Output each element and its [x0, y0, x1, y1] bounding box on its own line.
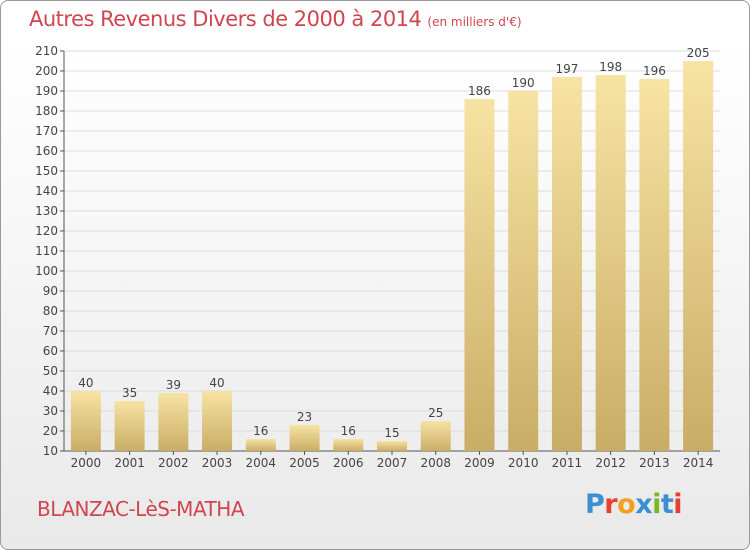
bar-value-label: 197: [555, 62, 578, 76]
bar-value-label: 15: [384, 426, 399, 440]
bar: [551, 77, 582, 451]
x-tick-label: 2007: [377, 456, 408, 470]
bar-value-label: 198: [599, 60, 622, 74]
y-tick-label: 60: [43, 344, 58, 358]
logo-letter: i: [673, 489, 683, 520]
x-tick-label: 2008: [420, 456, 451, 470]
bar-value-label: 35: [122, 386, 137, 400]
bar-value-label: 23: [297, 410, 312, 424]
y-tick-label: 130: [35, 204, 58, 218]
logo-letter: o: [617, 489, 636, 520]
x-tick-label: 2005: [289, 456, 320, 470]
bar-value-label: 186: [468, 84, 491, 98]
x-tick-label: 2006: [333, 456, 364, 470]
x-tick-label: 2009: [464, 456, 495, 470]
y-tick-label: 40: [43, 384, 58, 398]
logo-letter: x: [635, 489, 653, 520]
x-tick-label: 2003: [202, 456, 233, 470]
y-tick-label: 140: [35, 184, 58, 198]
bar-value-label: 196: [643, 64, 666, 78]
y-tick-label: 70: [43, 324, 58, 338]
bar-value-label: 39: [166, 378, 181, 392]
chart-title-text: Autres Revenus Divers de 2000 à 2014: [29, 7, 422, 31]
bar: [420, 421, 451, 451]
x-tick-label: 2000: [71, 456, 102, 470]
bar: [639, 79, 670, 451]
y-tick-label: 190: [35, 84, 58, 98]
bar: [333, 439, 364, 451]
bar: [289, 425, 320, 451]
x-tick-label: 2011: [552, 456, 583, 470]
y-tick-label: 30: [43, 404, 58, 418]
logo-letter: t: [660, 489, 674, 520]
y-tick-label: 200: [35, 64, 58, 78]
bar: [158, 393, 189, 451]
bar: [114, 401, 145, 451]
y-tick-label: 50: [43, 364, 58, 378]
y-tick-label: 150: [35, 164, 58, 178]
bar: [70, 391, 101, 451]
logo-letter: i: [652, 489, 661, 520]
y-tick-label: 110: [35, 244, 58, 258]
x-tick-label: 2001: [114, 456, 145, 470]
proxiti-logo: Proxiti: [585, 489, 683, 520]
y-tick-label: 180: [35, 104, 58, 118]
chart-title: Autres Revenus Divers de 2000 à 2014 (en …: [29, 7, 522, 31]
y-tick-label: 210: [35, 44, 58, 58]
chart-subtitle: (en milliers d'€): [427, 15, 522, 29]
x-tick-label: 2014: [683, 456, 714, 470]
y-tick-label: 170: [35, 124, 58, 138]
bar: [245, 439, 276, 451]
y-tick-label: 80: [43, 304, 58, 318]
x-tick-label: 2013: [639, 456, 670, 470]
bar: [377, 441, 407, 451]
x-tick-label: 2012: [595, 456, 626, 470]
x-tick-label: 2004: [246, 456, 277, 470]
y-tick-label: 10: [43, 444, 58, 458]
bar-value-label: 16: [341, 424, 356, 438]
bar-value-label: 205: [687, 46, 710, 60]
bar: [595, 75, 626, 451]
bar: [202, 391, 233, 451]
bar-value-label: 40: [78, 376, 93, 390]
bar: [508, 91, 539, 451]
y-tick-label: 20: [43, 424, 58, 438]
x-tick-label: 2002: [158, 456, 189, 470]
logo-letter: r: [604, 489, 618, 520]
x-tick-label: 2010: [508, 456, 539, 470]
y-tick-label: 90: [43, 284, 58, 298]
y-tick-label: 160: [35, 144, 58, 158]
bar: [683, 61, 714, 451]
bar-value-label: 16: [253, 424, 268, 438]
y-tick-label: 120: [35, 224, 58, 238]
bar: [464, 99, 495, 451]
commune-name: BLANZAC-LèS-MATHA: [37, 497, 245, 521]
logo-letter: P: [585, 489, 605, 520]
bar-value-label: 40: [209, 376, 224, 390]
y-tick-label: 100: [35, 264, 58, 278]
bar-value-label: 190: [512, 76, 535, 90]
bar-value-label: 25: [428, 406, 443, 420]
